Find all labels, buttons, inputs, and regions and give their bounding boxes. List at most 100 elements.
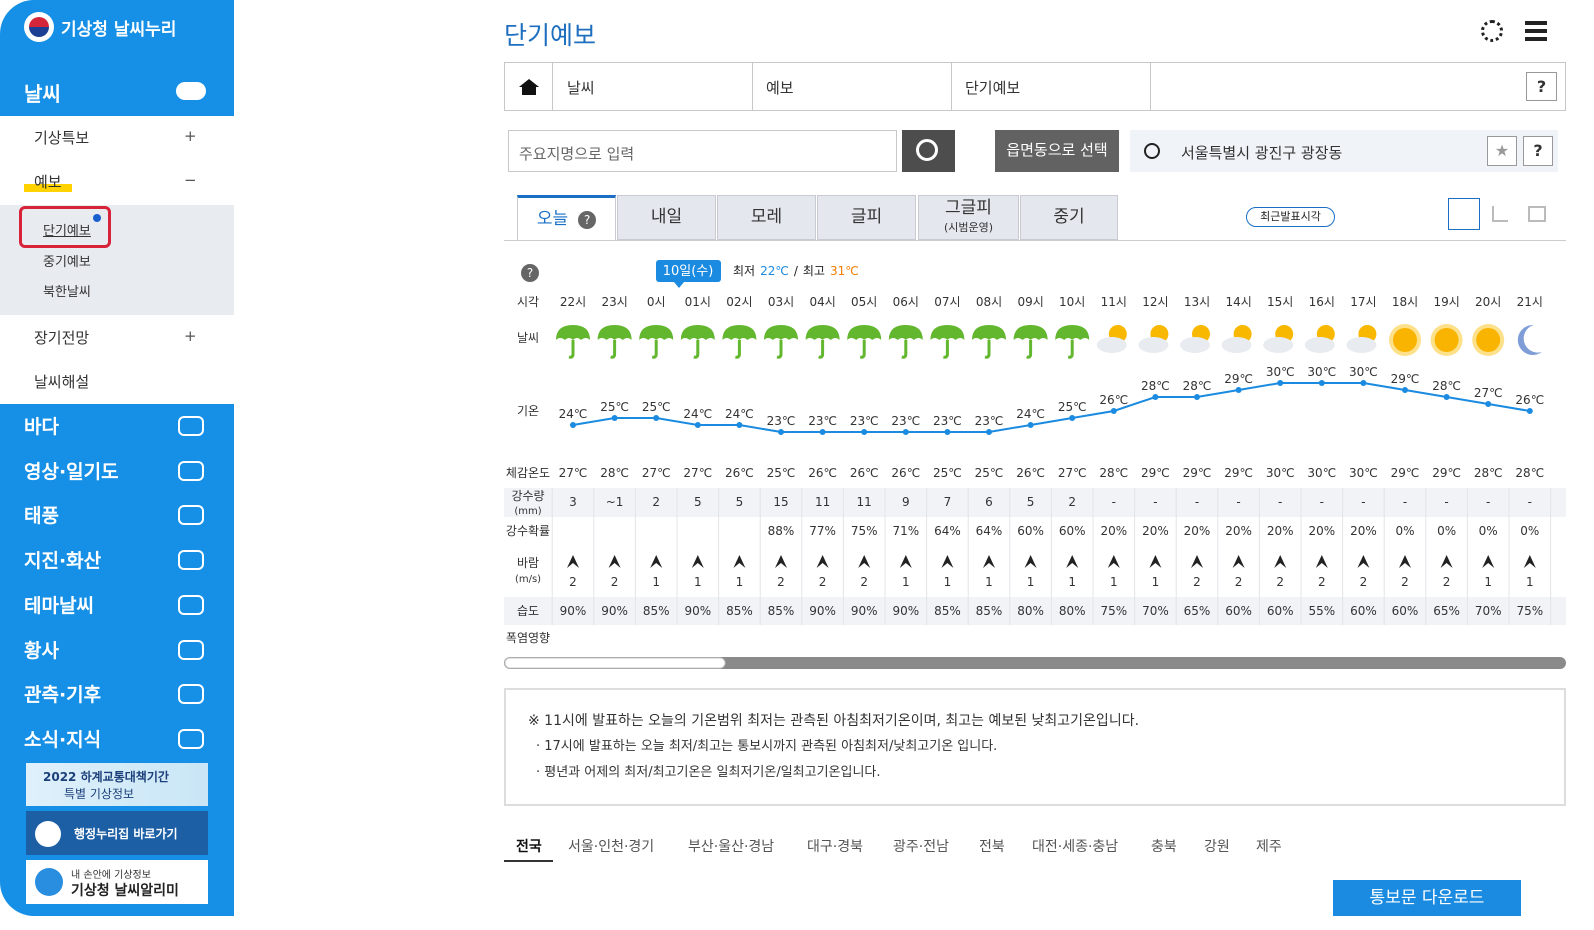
tab[interactable]: 모레 (717, 195, 816, 240)
help-button[interactable]: ? (1526, 72, 1557, 101)
region-tab[interactable]: 전국 (516, 839, 542, 855)
sidebar: 기상청 날씨누리 날씨 기상특보 + 예보 − 단기예보 중기예보 북한날씨 장… (0, 0, 234, 916)
section[interactable]: 소식·지식 (24, 728, 102, 751)
submenu-child[interactable]: 단기예보 (43, 224, 91, 239)
search-input[interactable]: 주요지명으로 입력 (508, 130, 897, 172)
weather-icon (639, 325, 674, 359)
breadcrumb-item[interactable]: 단기예보 (965, 79, 1021, 97)
region-tab[interactable]: 대구·경북 (807, 839, 863, 855)
date: 10일(수) (663, 264, 714, 279)
region-tab[interactable]: 광주·전남 (893, 839, 949, 855)
temperature-point (861, 429, 868, 435)
humidity: 70% (1475, 604, 1502, 618)
tab[interactable]: 그글피 (시범운영) (918, 195, 1019, 240)
menu-bar (1525, 29, 1547, 33)
feels: 25℃ (933, 466, 962, 480)
region-tab[interactable]: 부산·울산·경남 (688, 839, 775, 855)
temperature-point (1360, 380, 1367, 386)
submenu-toggle[interactable]: + (184, 127, 197, 145)
download-button[interactable]: 통보문 다운로드 (1333, 880, 1521, 916)
humidity: 90% (684, 604, 711, 618)
humidity: 65% (1184, 604, 1211, 618)
submenu-item[interactable]: 기상특보 (34, 129, 90, 147)
temperature-label: 24℃ (683, 407, 712, 421)
tab[interactable]: 글피 (817, 195, 916, 240)
wind-speed: 2 (777, 575, 785, 589)
moon (1517, 324, 1542, 355)
search-button[interactable] (902, 130, 955, 172)
section[interactable]: 바다 (24, 416, 59, 438)
time: 04시 (809, 295, 835, 309)
section[interactable]: 태풍 (24, 505, 59, 528)
rain: - (1403, 495, 1407, 509)
temperature-point (653, 415, 660, 421)
submenu-toggle[interactable]: − (184, 171, 197, 189)
section[interactable]: 테마날씨 (24, 594, 94, 617)
help-text[interactable]: ? (527, 266, 533, 280)
submenu-child[interactable]: 중기예보 (43, 255, 91, 270)
temperature-point (1526, 408, 1533, 414)
tab[interactable]: 오늘? (517, 195, 616, 240)
tab-label: 오늘 (536, 209, 569, 229)
cloud (1180, 337, 1210, 353)
rain: - (1444, 495, 1448, 509)
section[interactable]: 관측·기후 (24, 684, 102, 707)
submenu-item[interactable]: 날씨해설 (34, 373, 90, 391)
breadcrumb-item[interactable]: 예보 (766, 79, 794, 97)
sun (1476, 328, 1501, 352)
section[interactable]: 황사 (24, 639, 59, 662)
wind-speed: 2 (1401, 575, 1409, 589)
note: · 17시에 발표하는 오늘 최저/최고는 통보시까지 관측된 아침최저/낮최고… (536, 739, 998, 754)
weather-icon (1180, 325, 1210, 353)
section[interactable]: 영상·일기도 (24, 460, 119, 483)
region-tab[interactable]: 제주 (1256, 839, 1282, 855)
chart-view[interactable] (1448, 198, 1480, 230)
dong-button[interactable]: 읍면동으로 선택 (995, 130, 1119, 172)
submenu-child[interactable]: 북한날씨 (43, 285, 91, 300)
menu-icon[interactable] (1525, 21, 1547, 41)
region-tab[interactable]: 강원 (1204, 839, 1230, 855)
gov-link[interactable]: 행정누리집 바로가기 (26, 811, 208, 855)
table-view[interactable] (1528, 206, 1546, 222)
help-icon[interactable]: ? (578, 211, 597, 229)
rain: 9 (902, 495, 910, 509)
latest-button[interactable]: 최근발표시각 (1246, 207, 1335, 227)
submenu-toggle[interactable]: + (184, 327, 197, 345)
time: 21시 (1517, 295, 1543, 309)
region-tab[interactable]: 충북 (1151, 839, 1177, 855)
humidity: 75% (1516, 604, 1543, 618)
bar-view[interactable] (1492, 206, 1508, 222)
active-section[interactable]: 날씨 (24, 82, 61, 106)
submenu-item[interactable]: 예보 (34, 173, 62, 191)
favorite-button[interactable]: ★ (1487, 136, 1517, 166)
section[interactable]: 지진·화산 (24, 550, 102, 573)
settings-icon[interactable] (1481, 20, 1503, 42)
temperature-point (570, 422, 576, 428)
app-link[interactable]: 내 손안에 기상정보 기상청 날씨알리미 (26, 860, 208, 904)
temperature-label: 28℃ (1183, 379, 1212, 393)
feels: 28℃ (600, 466, 629, 480)
temperature-label: 23℃ (975, 414, 1004, 428)
scrollbar-thumb[interactable] (504, 657, 726, 669)
home-button[interactable] (505, 63, 553, 110)
location[interactable]: 서울특별시 광진구 광장동 (1181, 144, 1343, 162)
temperature-point (1069, 415, 1076, 421)
banner[interactable]: 2022 하계교통대책기간 특별 기상정보 (26, 763, 208, 806)
wind-speed: 2 (611, 575, 619, 589)
region-tab[interactable]: 대전·세종·충남 (1032, 839, 1119, 855)
logo-text[interactable]: 기상청 날씨누리 (61, 20, 177, 40)
location-icon[interactable] (1144, 143, 1160, 159)
tab[interactable]: 중기 (1020, 195, 1118, 240)
breadcrumb-item[interactable]: 날씨 (567, 79, 595, 97)
time: 03시 (768, 295, 794, 309)
umbrella (805, 325, 840, 340)
tab[interactable]: 내일 (617, 195, 716, 240)
temperature-point (1235, 387, 1242, 393)
help-button[interactable]: ? (1523, 136, 1553, 166)
weather-icon (1346, 325, 1377, 353)
region-tab[interactable]: 전북 (979, 839, 1005, 855)
wind-speed: 2 (819, 575, 827, 589)
region-tab[interactable]: 서울·인천·경기 (568, 839, 655, 855)
cloud (1096, 337, 1127, 353)
submenu-item[interactable]: 장기전망 (34, 329, 90, 347)
